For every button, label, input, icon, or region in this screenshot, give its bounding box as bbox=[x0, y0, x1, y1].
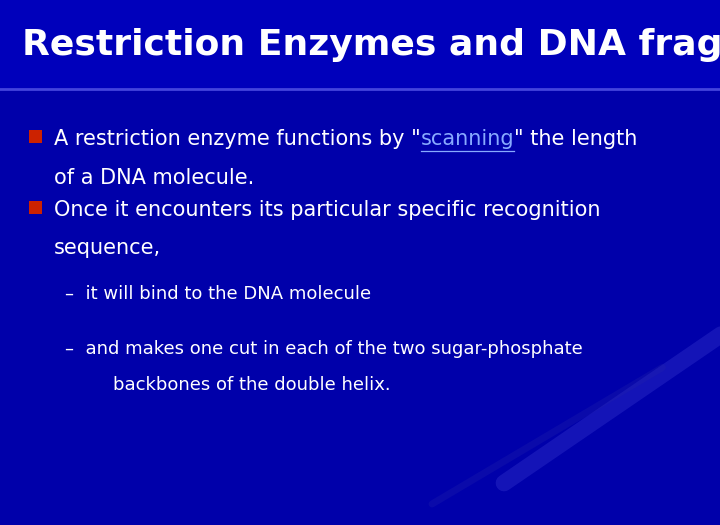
Text: Restriction Enzymes and DNA fragments: Restriction Enzymes and DNA fragments bbox=[22, 28, 720, 61]
FancyBboxPatch shape bbox=[0, 0, 720, 89]
Text: A restriction enzyme functions by ": A restriction enzyme functions by " bbox=[54, 129, 420, 149]
Text: –  it will bind to the DNA molecule: – it will bind to the DNA molecule bbox=[65, 285, 371, 303]
Text: " the length: " the length bbox=[514, 129, 638, 149]
Text: –  and makes one cut in each of the two sugar-phosphate: – and makes one cut in each of the two s… bbox=[65, 340, 582, 358]
Text: backbones of the double helix.: backbones of the double helix. bbox=[90, 376, 391, 394]
Text: sequence,: sequence, bbox=[54, 238, 161, 258]
FancyBboxPatch shape bbox=[29, 201, 42, 214]
Text: Once it encounters its particular specific recognition: Once it encounters its particular specif… bbox=[54, 200, 600, 220]
Text: scanning: scanning bbox=[420, 129, 514, 149]
Text: of a DNA molecule.: of a DNA molecule. bbox=[54, 169, 254, 188]
FancyBboxPatch shape bbox=[29, 130, 42, 143]
